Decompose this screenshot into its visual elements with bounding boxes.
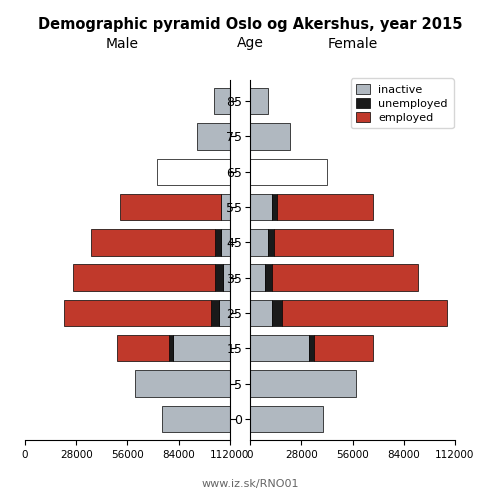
Bar [250,88,268,115]
Bar [308,335,314,361]
Bar [250,264,264,291]
Bar [211,300,219,326]
Legend: inactive, unemployed, employed: inactive, unemployed, employed [350,78,454,128]
Text: www.iz.sk/RNO01: www.iz.sk/RNO01 [201,480,299,490]
Text: Demographic pyramid Oslo og Akershus, year 2015: Demographic pyramid Oslo og Akershus, ye… [38,18,462,32]
Bar [272,194,278,220]
Bar [314,335,372,361]
Bar [268,229,274,256]
Bar [120,194,221,220]
Bar [214,88,230,115]
Bar [118,335,168,361]
Bar [250,335,308,361]
Bar [250,194,272,220]
Bar [219,300,230,326]
Bar [174,335,230,361]
Bar [64,300,211,326]
Bar [250,229,268,256]
Bar [91,229,216,256]
Text: Female: Female [328,36,378,51]
Bar [221,194,230,220]
Bar [274,229,393,256]
Bar [250,406,323,432]
Bar [197,123,230,150]
Bar [282,300,447,326]
Bar [250,123,290,150]
Bar [278,194,372,220]
Bar [222,264,230,291]
Text: Male: Male [106,36,139,51]
Bar [221,229,230,256]
Bar [250,370,356,397]
Bar [168,335,173,361]
Bar [250,158,327,185]
Bar [72,264,216,291]
Bar [162,406,230,432]
Text: Age: Age [236,36,264,51]
Bar [264,264,272,291]
Bar [216,229,221,256]
Bar [216,264,222,291]
Bar [157,158,230,185]
Bar [272,264,418,291]
Bar [250,300,272,326]
Bar [272,300,282,326]
Bar [135,370,230,397]
